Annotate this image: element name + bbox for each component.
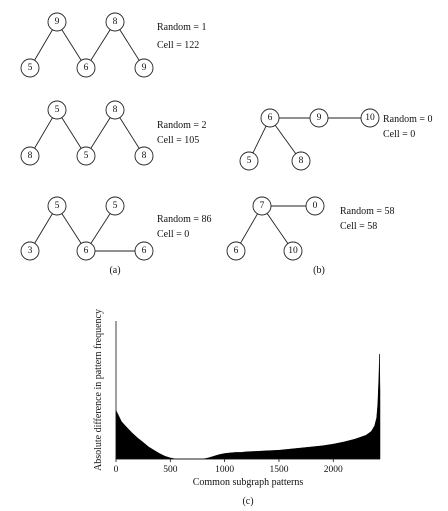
node-label: 6 — [142, 246, 147, 256]
caption-c: (c) — [242, 496, 253, 507]
graph-b2: 7 0 6 10 Random = 58 Cell = 58 — [226, 196, 395, 261]
node-label: 8 — [113, 105, 118, 115]
cell-count-label: Cell = 122 — [157, 40, 199, 51]
graph-node: 5 — [47, 100, 67, 120]
graph-a1: 9 8 5 6 9 Random = 1 Cell = 122 — [20, 12, 207, 78]
random-count-label: Random = 2 — [157, 120, 207, 131]
graph-node: 3 — [20, 241, 40, 261]
node-label: 7 — [260, 201, 265, 211]
random-count-label: Random = 1 — [157, 22, 207, 33]
node-label: 5 — [55, 105, 60, 115]
x-tick-label: 1000 — [215, 465, 234, 475]
graph-node: 5 — [20, 58, 40, 78]
graph-node: 10 — [283, 241, 303, 261]
graph-node: 6 — [76, 58, 96, 78]
node-label: 10 — [288, 246, 298, 256]
cell-count-label: Cell = 105 — [157, 135, 199, 146]
node-label: 6 — [234, 246, 239, 256]
graph-b1: 6 9 10 5 8 Random = 0 Cell = 0 — [239, 108, 433, 171]
graph-node: 8 — [20, 146, 40, 166]
y-axis-label: Absolute difference in pattern frequency — [93, 309, 104, 471]
frequency-chart: 0 500 1000 1500 2000 Common subgraph pattern… — [93, 309, 381, 488]
node-label: 6 — [84, 246, 89, 256]
node-label: 9 — [142, 63, 147, 73]
graph-node: 5 — [76, 146, 96, 166]
cell-count-label: Cell = 0 — [383, 129, 415, 140]
caption-a: (a) — [109, 265, 120, 276]
node-label: 8 — [113, 17, 118, 27]
graph-node: 8 — [134, 146, 154, 166]
node-label: 5 — [247, 156, 252, 166]
graph-node: 8 — [105, 12, 125, 32]
node-label: 8 — [299, 156, 304, 166]
node-label: 5 — [113, 201, 118, 211]
graph-a2: 5 8 8 5 8 Random = 2 Cell = 105 — [20, 100, 207, 166]
graph-node: 9 — [134, 58, 154, 78]
graph-node: 6 — [76, 241, 96, 261]
node-label: 8 — [142, 151, 147, 161]
graph-node: 6 — [134, 241, 154, 261]
cell-count-label: Cell = 58 — [340, 221, 377, 232]
graph-node: 5 — [239, 151, 259, 171]
node-label: 9 — [317, 113, 322, 123]
node-label: 5 — [84, 151, 89, 161]
graph-node: 6 — [260, 108, 280, 128]
graph-a3: 5 5 3 6 6 Random = 86 Cell = 0 — [20, 196, 212, 261]
node-label: 9 — [55, 17, 60, 27]
node-label: 5 — [55, 201, 60, 211]
graph-node: 8 — [105, 100, 125, 120]
x-tick-label: 0 — [114, 465, 119, 475]
node-label: 6 — [268, 113, 273, 123]
random-count-label: Random = 58 — [340, 206, 395, 217]
node-label: 8 — [28, 151, 33, 161]
frequency-area — [115, 354, 381, 460]
x-tick-label: 1500 — [269, 465, 288, 475]
graph-node: 9 — [309, 108, 329, 128]
graph-node: 8 — [291, 151, 311, 171]
node-label: 3 — [28, 246, 33, 256]
x-tick-label: 2000 — [324, 465, 343, 475]
caption-b: (b) — [313, 265, 325, 276]
random-count-label: Random = 86 — [157, 214, 212, 225]
cell-count-label: Cell = 0 — [157, 229, 189, 240]
graph-node: 9 — [47, 12, 67, 32]
graph-node: 5 — [47, 196, 67, 216]
node-label: 10 — [365, 113, 375, 123]
graph-node: 6 — [226, 241, 246, 261]
node-label: 0 — [313, 201, 318, 211]
random-count-label: Random = 0 — [383, 114, 433, 125]
x-ticks: 0 500 1000 1500 2000 — [114, 459, 343, 475]
graph-node: 5 — [105, 196, 125, 216]
x-tick-label: 500 — [163, 465, 178, 475]
node-label: 5 — [28, 63, 33, 73]
graph-node: 0 — [305, 196, 325, 216]
graph-node: 7 — [252, 196, 272, 216]
node-label: 6 — [84, 63, 89, 73]
x-axis-label: Common subgraph patterns — [193, 477, 304, 488]
graph-node: 10 — [360, 108, 380, 128]
